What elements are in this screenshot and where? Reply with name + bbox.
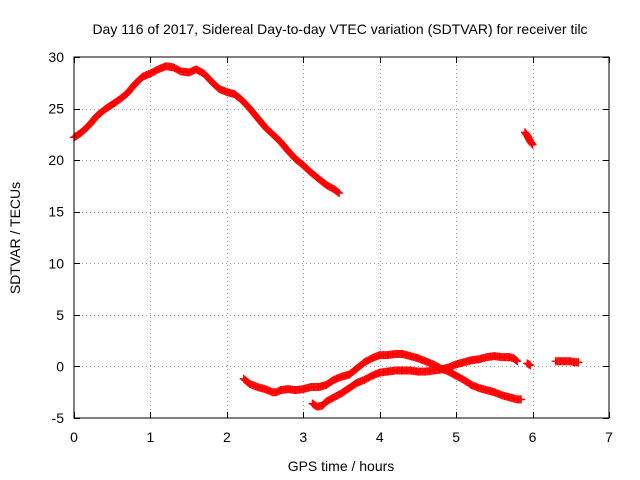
y-tick-label: 15 <box>48 204 64 220</box>
x-tick-label: 6 <box>529 429 537 445</box>
x-tick-label: 0 <box>70 429 78 445</box>
data-point-marker <box>528 140 537 149</box>
data-series <box>70 62 583 411</box>
y-tick-label: 25 <box>48 101 64 117</box>
data-point-marker <box>574 358 583 367</box>
x-axis-label: GPS time / hours <box>288 458 395 474</box>
series-segment-6 <box>551 357 583 367</box>
data-point-marker <box>517 395 526 404</box>
series-segment-4 <box>523 359 535 370</box>
x-tick-label: 1 <box>147 429 155 445</box>
data-point-marker <box>524 360 533 369</box>
data-point-marker <box>527 139 536 148</box>
data-point-marker <box>511 355 520 364</box>
y-tick-label: 0 <box>56 358 64 374</box>
series-segment-1 <box>70 62 344 198</box>
y-tick-label: 20 <box>48 152 64 168</box>
y-tick-label: 30 <box>48 49 64 65</box>
x-tick-label: 7 <box>605 429 613 445</box>
data-point-marker <box>526 361 535 370</box>
data-point-marker <box>512 356 521 365</box>
data-point-marker <box>513 357 522 366</box>
data-point-marker <box>334 188 343 197</box>
x-tick-label: 4 <box>376 429 384 445</box>
data-point-marker <box>525 360 534 369</box>
data-point-marker <box>335 189 344 198</box>
y-tick-label: 10 <box>48 255 64 271</box>
y-tick-label: -5 <box>52 410 65 426</box>
series-segment-2 <box>239 350 526 404</box>
x-tick-label: 5 <box>452 429 460 445</box>
chart-title: Day 116 of 2017, Sidereal Day-to-day VTE… <box>92 21 587 37</box>
x-tick-label: 2 <box>223 429 231 445</box>
x-tick-label: 3 <box>299 429 307 445</box>
grid-lines <box>74 57 609 418</box>
series-segment-5 <box>520 128 537 149</box>
series-segment-3 <box>308 352 522 411</box>
y-axis-label: SDTVAR / TECUs <box>7 182 23 294</box>
plot-frame <box>73 56 610 419</box>
y-tick-label: 5 <box>56 307 64 323</box>
